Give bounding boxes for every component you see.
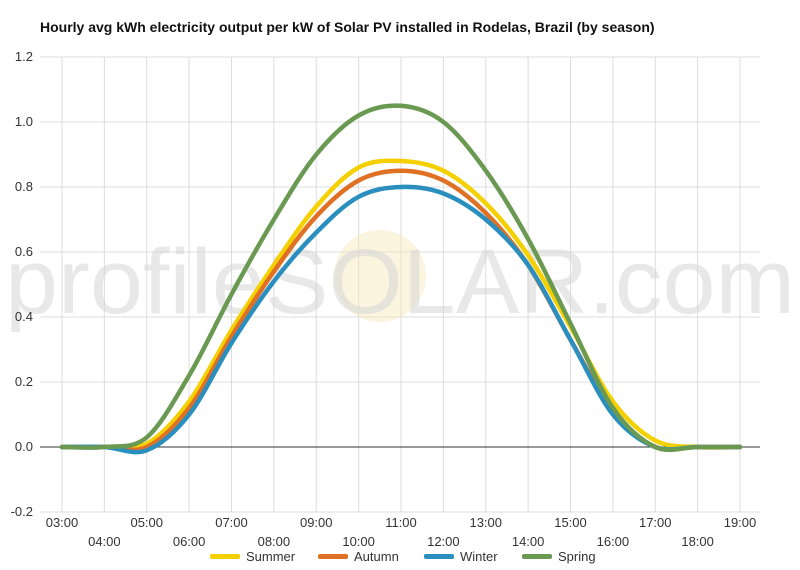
y-tick-label: 1.0 [15,114,33,129]
x-tick-label: 11:00 [385,515,417,530]
x-tick-label: 04:00 [88,534,121,549]
x-tick-label: 19:00 [724,515,757,530]
axis-layer: -0.2 0.0 0.2 0.4 0.6 0.8 1.0 1.2 03:00 04:00 05:00… [11,49,760,549]
x-tick-label: 06:00 [173,534,206,549]
y-tick-label: 0.8 [15,179,33,194]
legend-swatch [318,554,348,559]
x-tick-label: 13:00 [469,515,502,530]
legend-swatch [210,554,240,559]
x-tick-label: 17:00 [639,515,672,530]
legend-label: Winter [460,549,498,564]
x-tick-label: 08:00 [258,534,291,549]
x-tick-label: 09:00 [300,515,333,530]
legend-item-winter[interactable]: Winter [424,549,498,564]
legend-item-autumn[interactable]: Autumn [318,549,399,564]
y-tick-label: 0.2 [15,374,33,389]
x-tick-label: 12:00 [427,534,460,549]
x-tick-label: 05:00 [130,515,163,530]
x-tick-label: 18:00 [681,534,714,549]
y-tick-label: -0.2 [11,504,33,519]
grid-layer [40,56,760,513]
series-line-summer [59,158,743,451]
legend-label: Summer [246,549,296,564]
series-line-winter [59,184,743,455]
chart-title: Hourly avg kWh electricity output per kW… [40,19,655,35]
x-tick-label: 07:00 [215,515,248,530]
watermark-layer: profileSOLAR.com [5,230,795,333]
y-tick-label: 0.6 [15,244,33,259]
chart-legend: Summer Autumn Winter Spring [0,549,800,567]
series-layer [59,103,743,455]
y-tick-label: 1.2 [15,49,33,64]
x-tick-label: 03:00 [46,515,79,530]
x-tick-label: 16:00 [597,534,630,549]
legend-item-spring[interactable]: Spring [522,549,596,564]
watermark-text: profileSOLAR.com [5,231,795,333]
legend-label: Autumn [354,549,399,564]
x-tick-label: 14:00 [512,534,545,549]
y-tick-label: 0.4 [15,309,33,324]
x-tick-label: 10:00 [342,534,375,549]
x-tick-label: 15:00 [554,515,587,530]
watermark-sun-icon [334,230,426,322]
legend-item-summer[interactable]: Summer [210,549,295,564]
legend-swatch [522,554,552,559]
legend-swatch [424,554,454,559]
legend-label: Spring [558,549,596,564]
y-tick-label: 0.0 [15,439,33,454]
series-line-spring [59,103,743,453]
